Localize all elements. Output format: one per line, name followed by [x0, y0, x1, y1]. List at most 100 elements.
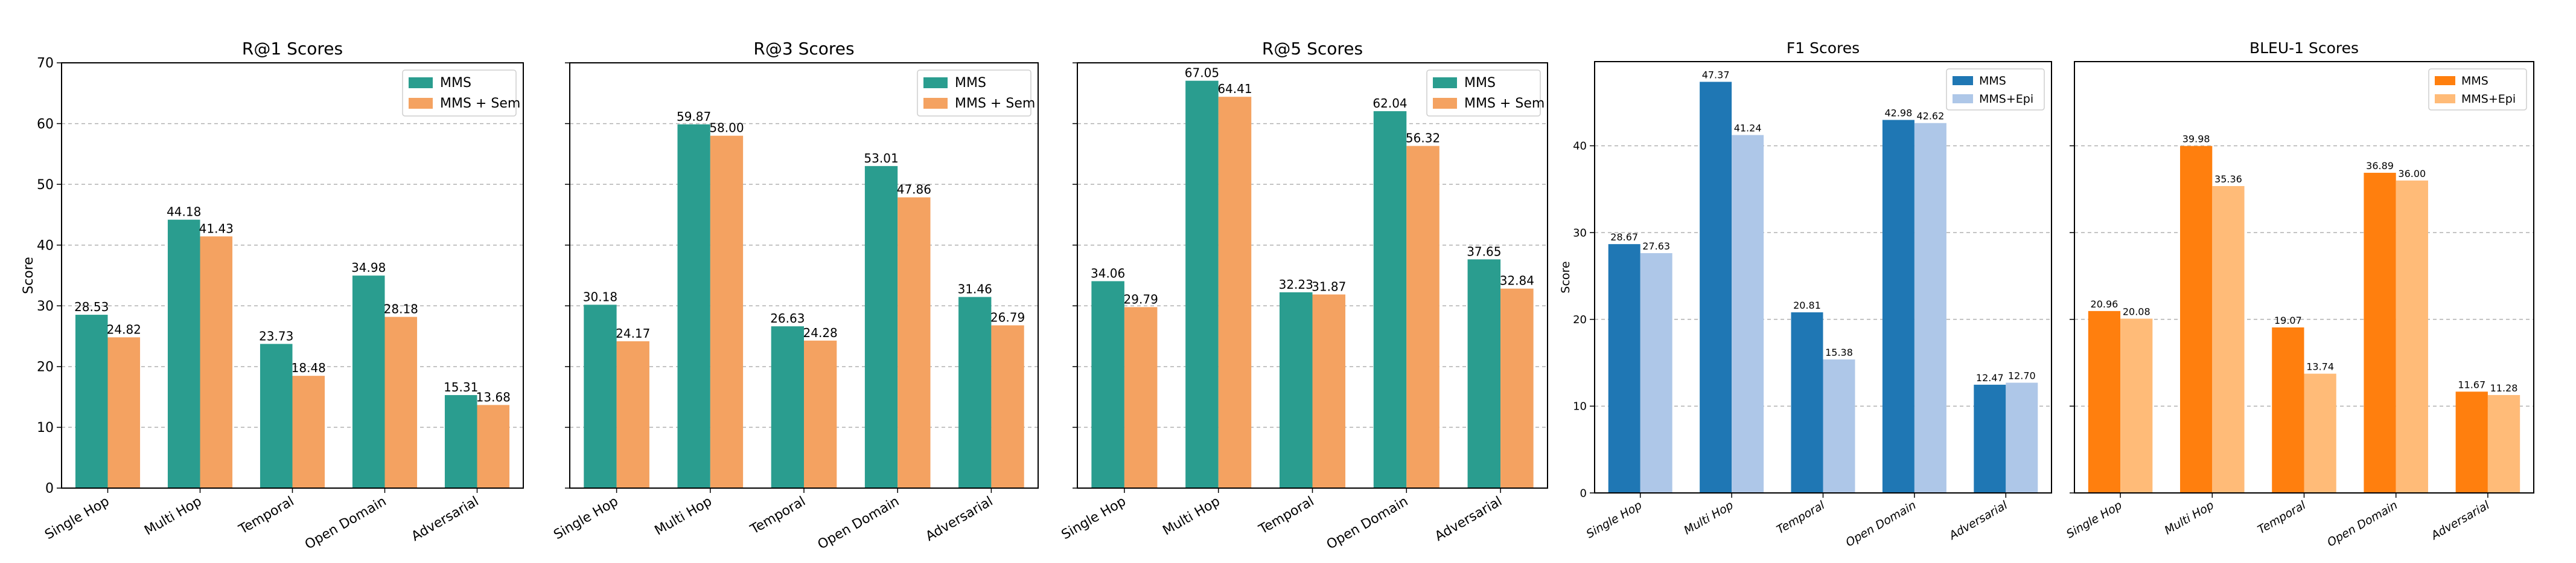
legend-label: MMS	[1979, 74, 2006, 88]
y-tick-label: 20	[37, 360, 54, 375]
bar-mms-3	[1279, 292, 1313, 488]
data-label: 11.67	[2458, 379, 2485, 390]
x-tick-label: Adversarial	[923, 494, 996, 545]
data-label: 42.62	[1916, 111, 1944, 122]
bar-mms-2	[1700, 82, 1732, 493]
legend-label: MMS + Sem	[955, 96, 1035, 111]
chart-panel-1: 0 10 20 30 40 50 60 70 28.53 44.18 23.73 34.98 15.31…	[21, 39, 524, 553]
y-axis-label: Score	[1559, 261, 1572, 293]
x-tick-label: Open Domain	[2325, 498, 2400, 549]
data-label: 11.28	[2490, 382, 2518, 394]
data-label: 26.63	[770, 311, 805, 326]
legend-label: MMS + Sem	[440, 96, 520, 111]
bar-mms-sem-1	[1124, 307, 1158, 488]
chart-title: F1 Scores	[1787, 39, 1860, 57]
data-label: 41.43	[199, 221, 234, 236]
y-tick-label: 30	[1573, 227, 1587, 239]
data-label: 28.67	[1610, 231, 1638, 243]
bar-mms-4	[864, 166, 898, 488]
y-tick-label: 0	[1580, 487, 1587, 500]
x-tick-label: Open Domain	[815, 494, 902, 553]
bar-mms-1	[1091, 281, 1124, 488]
data-label: 12.70	[2008, 370, 2036, 382]
legend-swatch	[923, 77, 948, 88]
data-label: 23.73	[259, 329, 293, 343]
bar-mms-1	[2088, 310, 2121, 493]
data-label: 18.48	[292, 361, 326, 375]
x-tick-label: Adversarial	[409, 494, 482, 545]
axes-frame	[1594, 61, 2052, 494]
x-tick-label: Open Domain	[1843, 498, 1918, 549]
bar-mms-4	[1373, 111, 1407, 488]
data-label: 44.18	[167, 205, 201, 219]
x-tick-label: Multi Hop	[652, 494, 715, 539]
bar-mms-sem-3	[292, 376, 325, 488]
data-label: 31.87	[1312, 279, 1346, 294]
bar-mms-epi-5	[2006, 382, 2038, 493]
bar-mms-sem-5	[477, 405, 510, 488]
chart-title: BLEU-1 Scores	[2249, 39, 2359, 57]
x-tick-label: Open Domain	[302, 494, 389, 553]
data-label: 36.89	[2366, 160, 2394, 172]
data-label: 29.79	[1124, 292, 1158, 306]
x-tick-label: Multi Hop	[2162, 498, 2216, 537]
x-tick-label: Temporal	[1256, 494, 1317, 538]
chart-panel-3: 34.06 67.05 32.23 62.04 37.65 29.79 64.41 31.87…	[1059, 39, 1548, 553]
y-tick-label: 0	[45, 481, 54, 497]
legend-label: MMS + Sem	[1464, 96, 1545, 111]
legend-swatch	[409, 77, 433, 88]
bar-mms-2	[167, 219, 200, 488]
x-tick-label: Temporal	[747, 494, 808, 538]
legend-label: MMS	[2461, 74, 2488, 88]
bar-mms-epi-2	[1732, 135, 1764, 493]
x-tick-label: Single Hop	[1584, 498, 1645, 541]
bar-mms-epi-4	[2396, 180, 2428, 493]
bar-mms-3	[2272, 327, 2304, 493]
bar-mms-1	[75, 315, 108, 488]
legend-swatch	[409, 98, 433, 109]
y-tick-label: 50	[37, 178, 54, 193]
bar-mms-5	[2455, 391, 2488, 493]
data-label: 67.05	[1185, 66, 1219, 80]
data-label: 24.82	[107, 322, 141, 336]
chart-title: R@3 Scores	[753, 39, 854, 59]
data-label: 28.53	[74, 300, 109, 314]
data-label: 24.17	[616, 326, 650, 341]
legend-swatch	[923, 98, 948, 109]
data-label: 59.87	[677, 109, 711, 124]
bar-mms-sem-1	[616, 341, 649, 488]
y-tick-label: 30	[37, 299, 54, 314]
data-label: 20.08	[2123, 306, 2150, 318]
bar-mms-epi-5	[2487, 394, 2520, 493]
x-tick-label: Single Hop	[551, 494, 620, 543]
data-label: 47.86	[897, 182, 931, 197]
legend-label: MMS	[440, 76, 471, 91]
chart-panel-4: 0 10 20 30 40 28.67 47.37 20.81 42.98 12.47 27.63 4…	[1559, 39, 2052, 550]
bar-mms-5	[958, 297, 992, 488]
bar-mms-4	[1882, 120, 1914, 494]
x-tick-label: Single Hop	[2064, 498, 2125, 541]
x-tick-label: Temporal	[236, 494, 297, 538]
bar-mms-sem-2	[710, 135, 744, 488]
legend-swatch	[1433, 77, 1457, 88]
bar-mms-2	[2180, 146, 2213, 494]
bar-mms-3	[260, 344, 293, 488]
x-tick-label: Temporal	[2256, 498, 2309, 536]
bar-mms-sem-3	[1312, 294, 1346, 488]
legend-label: MMS	[1464, 76, 1496, 91]
axes-frame	[61, 62, 524, 489]
data-label: 15.38	[1825, 347, 1853, 358]
data-label: 39.98	[2182, 134, 2210, 145]
data-label: 13.74	[2306, 361, 2334, 373]
legend-swatch	[1433, 98, 1457, 109]
data-label: 13.68	[476, 390, 511, 404]
y-tick-label: 20	[1573, 314, 1587, 326]
x-tick-label: Multi Hop	[142, 494, 204, 539]
data-label: 62.04	[1372, 96, 1407, 111]
chart-title: R@5 Scores	[1262, 39, 1363, 59]
data-label: 34.98	[351, 260, 386, 275]
bar-mms-4	[2364, 173, 2396, 493]
bar-mms-sem-3	[804, 340, 837, 488]
chart-title: R@1 Scores	[242, 39, 343, 59]
y-axis-label: Score	[21, 257, 36, 294]
